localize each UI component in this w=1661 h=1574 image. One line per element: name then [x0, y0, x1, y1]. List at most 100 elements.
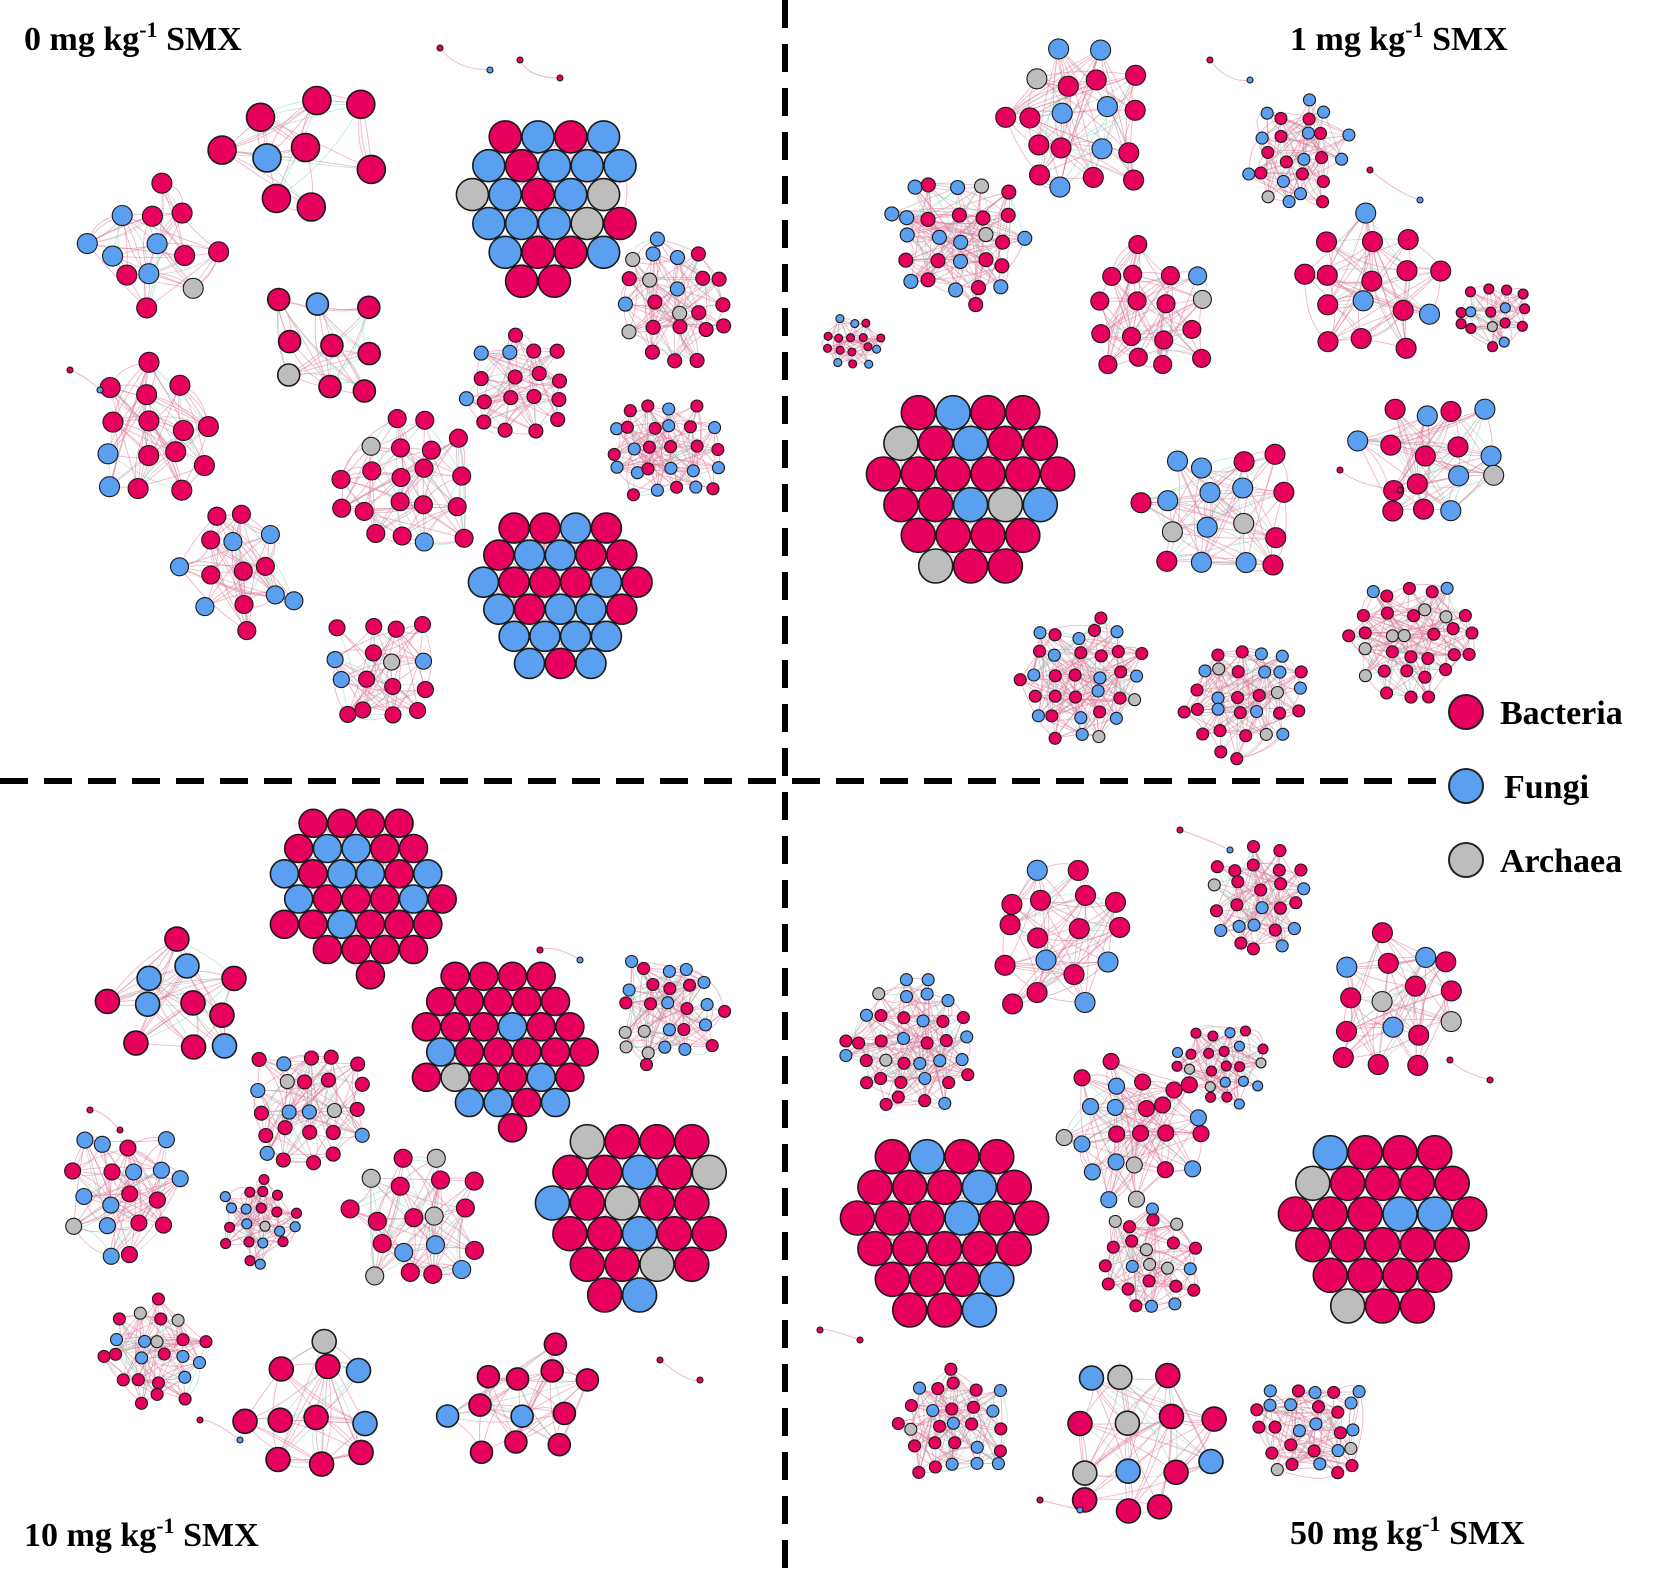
network-edge	[480, 352, 537, 432]
network-node	[900, 394, 937, 431]
network-edge	[919, 1387, 1001, 1452]
network-node	[529, 512, 561, 544]
network-edge	[1364, 630, 1473, 650]
network-edge	[1342, 985, 1416, 1058]
network-node	[920, 211, 936, 227]
network-node	[251, 1051, 267, 1067]
network-node	[1465, 626, 1479, 640]
network-edge	[119, 1318, 186, 1378]
network-node	[102, 411, 124, 433]
network-node	[312, 833, 343, 864]
network-edge	[1327, 270, 1441, 306]
network-node	[1273, 706, 1287, 720]
network-node	[649, 231, 665, 247]
network-node	[361, 436, 381, 456]
network-node	[680, 1001, 694, 1016]
network-node	[686, 464, 700, 478]
network-node	[390, 492, 410, 512]
network-node	[193, 455, 215, 477]
network-node	[488, 177, 523, 212]
network-node	[1130, 669, 1144, 683]
network-node	[123, 1030, 149, 1056]
network-node	[1418, 303, 1441, 325]
network-edge	[975, 215, 1009, 305]
network-node	[507, 369, 523, 385]
network-node	[1265, 527, 1287, 549]
network-node	[1050, 137, 1072, 159]
network-node	[1412, 498, 1435, 520]
network-node	[1190, 683, 1204, 697]
network-node	[559, 566, 592, 599]
network-edge	[349, 1208, 475, 1251]
network-node	[1156, 550, 1178, 572]
network-node	[621, 271, 637, 287]
network-node	[482, 539, 515, 571]
network-node	[1004, 456, 1041, 492]
network-node	[1087, 623, 1102, 637]
network-edge	[396, 418, 465, 539]
network-node	[1465, 322, 1477, 334]
network-node	[569, 1037, 600, 1067]
network-node	[1294, 665, 1308, 679]
network-node	[471, 206, 506, 241]
network-node	[1480, 445, 1502, 467]
network-edge	[1241, 651, 1300, 712]
network-node	[345, 89, 376, 120]
network-node	[607, 447, 621, 461]
network-node	[1049, 176, 1071, 198]
network-edge	[1220, 671, 1266, 753]
network-node	[1404, 650, 1418, 664]
network-node	[1462, 647, 1476, 661]
network-node	[716, 318, 732, 334]
network-node	[650, 483, 664, 497]
network-node	[1051, 102, 1073, 124]
network-node	[127, 478, 149, 500]
network-edge	[630, 961, 649, 1054]
network-node	[718, 1004, 732, 1018]
network-node	[1153, 354, 1173, 375]
network-node	[1045, 709, 1059, 723]
network-edge	[1372, 241, 1407, 349]
network-node	[283, 884, 314, 914]
network-edge	[928, 184, 1009, 216]
network-node	[645, 246, 661, 262]
network-node	[948, 282, 964, 298]
network-node	[1114, 665, 1128, 679]
network-node	[662, 964, 676, 978]
network-edge	[1081, 653, 1143, 735]
network-edge	[1115, 631, 1125, 719]
network-node	[970, 517, 1006, 554]
network-node	[823, 331, 833, 341]
network-edge	[880, 1000, 949, 1079]
network-node	[1347, 430, 1369, 452]
network-edge	[845, 979, 929, 1042]
network-node	[1047, 648, 1061, 662]
network-node	[1380, 686, 1394, 700]
network-node	[1447, 648, 1461, 662]
network-edge	[616, 459, 719, 469]
network-edge	[222, 149, 372, 170]
network-node	[102, 245, 124, 267]
network-edge	[926, 993, 946, 1104]
network-node	[1416, 405, 1438, 427]
network-node	[476, 394, 492, 410]
network-node	[1270, 685, 1284, 700]
network-node	[1418, 603, 1432, 617]
network-node	[1440, 400, 1462, 422]
network-node	[323, 1049, 339, 1065]
network-node	[1091, 684, 1105, 698]
network-edge	[1081, 1077, 1110, 1200]
network-node	[1455, 307, 1467, 319]
network-node	[1366, 585, 1380, 599]
network-edge	[659, 1359, 701, 1382]
network-node	[861, 318, 871, 328]
network-edge	[1245, 454, 1276, 563]
network-node	[1231, 665, 1245, 679]
network-edge	[1039, 650, 1121, 673]
network-node	[526, 1012, 557, 1042]
network-node	[1192, 289, 1212, 309]
network-node	[164, 926, 190, 952]
network-node	[1231, 691, 1245, 705]
network-node	[603, 206, 637, 241]
network-edge	[1365, 588, 1448, 677]
